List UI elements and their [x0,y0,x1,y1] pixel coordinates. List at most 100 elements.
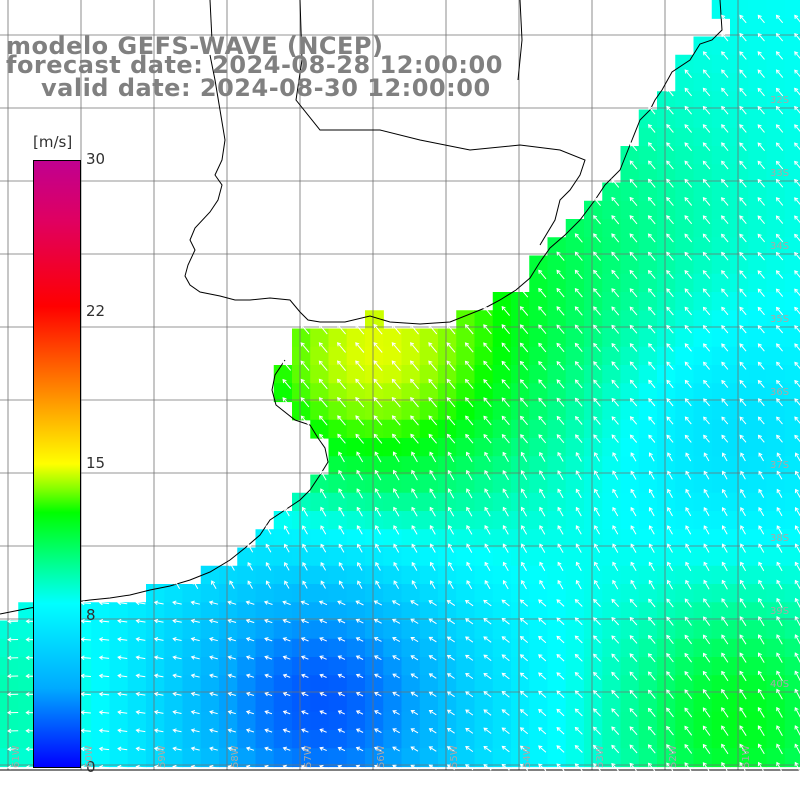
wind-arrow [301,728,309,733]
speed-cell [657,584,676,603]
wind-arrow [411,506,418,517]
wind-arrow [428,415,438,426]
wind-arrow [7,765,19,770]
wind-arrow [776,725,783,737]
wind-arrow [483,672,492,680]
speed-cell [346,328,366,348]
speed-cell [109,620,129,640]
wind-arrow [300,360,310,371]
wind-arrow [282,655,291,660]
speed-cell [365,474,384,494]
wind-arrow [739,670,747,682]
wind-arrow [373,378,383,390]
wind-arrow [758,488,765,498]
speed-cell [638,109,658,129]
wind-arrow [117,618,128,624]
speed-cell [310,547,330,567]
wind-arrow [373,637,382,642]
wind-arrow [409,323,419,335]
wind-arrow [355,728,364,733]
wind-arrow [375,561,381,571]
speed-cell [438,346,457,366]
wind-arrow [98,618,110,624]
speed-cell [383,529,403,549]
wind-arrow [629,196,638,207]
lat-label-40s: 40S [770,679,790,690]
wind-arrow [648,488,655,498]
wind-arrow [648,361,656,370]
wind-arrow [501,691,510,698]
wind-arrow [247,543,254,553]
speed-cell [730,711,749,731]
speed-cell [529,565,549,585]
speed-cell [602,200,622,220]
speed-cell [748,54,768,74]
wind-arrow [648,470,655,480]
wind-arrow [446,618,455,625]
speed-cell [766,492,786,512]
wind-arrow [448,580,454,590]
speed-cell [346,620,366,640]
speed-cell [547,602,567,622]
wind-arrow [592,744,601,754]
wind-arrow [593,342,601,352]
wind-arrow [648,561,655,572]
wind-arrow [612,543,619,553]
wind-arrow [721,270,729,279]
speed-cell [657,438,676,457]
wind-arrow [776,706,783,718]
wind-arrow [429,543,436,553]
wind-arrow [337,415,346,426]
speed-cell [675,529,695,549]
speed-cell [401,492,421,512]
speed-cell [255,584,275,603]
speed-cell [547,438,567,457]
wind-arrow [629,416,638,425]
speed-cell [602,346,622,366]
wind-arrow [264,764,273,770]
speed-cell [711,0,731,19]
wind-arrow [775,197,784,206]
wind-arrow [758,652,765,663]
speed-cell [438,401,457,421]
wind-arrow [721,488,728,498]
speed-cell [711,346,731,366]
speed-cell [200,693,220,713]
speed-cell [748,748,768,768]
wind-arrow [684,434,692,443]
wind-arrow [338,451,345,463]
wind-arrow [355,323,365,335]
speed-cell [474,584,494,603]
speed-cell [638,419,658,439]
wind-arrow [685,488,692,498]
wind-arrow [702,215,711,225]
wind-arrow [318,323,328,335]
wind-arrow [721,688,729,700]
wind-arrow [575,488,582,499]
wind-arrow [519,727,529,735]
wind-arrow [648,598,656,608]
wind-arrow [758,597,765,608]
wind-arrow [757,197,765,206]
speed-cell [456,748,476,768]
wind-arrow [393,543,400,553]
speed-cell [584,730,603,749]
wind-arrow [556,617,565,625]
speed-cell [657,164,676,184]
speed-cell [620,748,640,768]
wind-arrow [629,653,638,663]
wind-arrow [464,324,474,335]
speed-cell [328,657,348,676]
speed-cell [18,657,38,676]
speed-cell [638,127,658,147]
speed-cell [693,456,713,476]
wind-arrow [648,525,655,535]
wind-arrow [465,618,474,625]
speed-cell [292,748,311,768]
wind-arrow [539,488,546,499]
wind-arrow [593,269,601,280]
speed-cell [711,620,731,640]
speed-cell [292,401,311,421]
wind-arrow [647,269,656,279]
wind-arrow [684,324,692,334]
